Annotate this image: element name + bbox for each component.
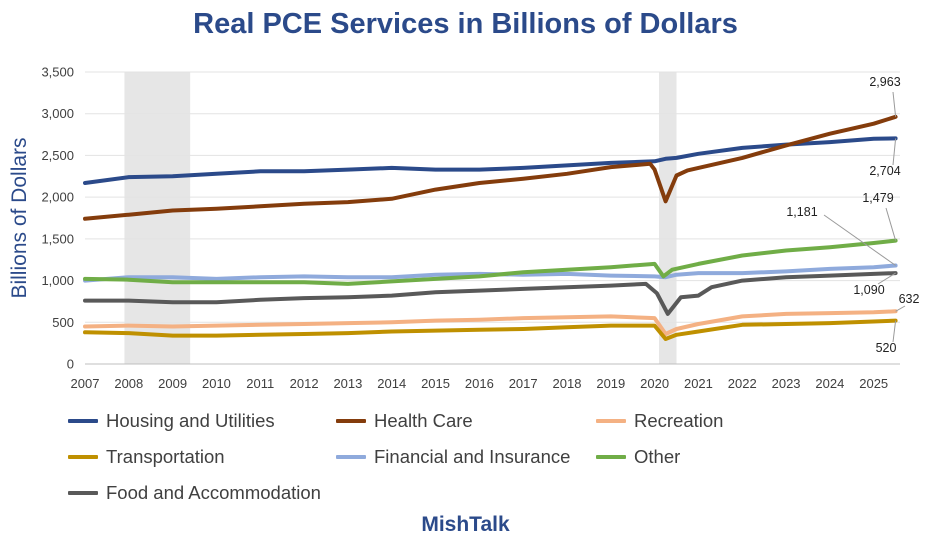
legend-item: Recreation — [596, 410, 723, 432]
series-line-food-and-accommodation — [83, 271, 898, 316]
y-tick-label: 1,000 — [41, 273, 74, 288]
x-tick-label: 2018 — [553, 376, 582, 391]
y-tick-label: 2,500 — [41, 148, 74, 163]
data-label-end: 1,090 — [853, 283, 884, 297]
series-line-health-care — [83, 114, 898, 221]
legend-swatch — [336, 455, 366, 459]
recession-band-0 — [124, 72, 191, 364]
series-line-financial-and-insurance — [83, 263, 898, 283]
x-tick-label: 2008 — [114, 376, 143, 391]
brand-label: MishTalk — [421, 513, 510, 536]
x-tick-label: 2017 — [509, 376, 538, 391]
legend-label: Other — [634, 446, 681, 467]
legend-item: Health Care — [336, 410, 473, 432]
series-line-housing-and-utilities — [83, 136, 898, 185]
legend-swatch — [596, 455, 626, 459]
x-tick-label: 2009 — [158, 376, 187, 391]
data-label-end: 520 — [876, 341, 897, 355]
legend-label: Food and Accommodation — [106, 482, 321, 503]
x-tick-label: 2010 — [202, 376, 231, 391]
x-tick-label: 2023 — [772, 376, 801, 391]
x-tick-label: 2020 — [640, 376, 669, 391]
x-tick-label: 2014 — [377, 376, 406, 391]
data-label-leader — [877, 272, 896, 285]
x-tick-label: 2024 — [815, 376, 844, 391]
data-label-leader — [823, 214, 896, 266]
data-label-end: 1,181 — [786, 205, 817, 219]
y-tick-label: 0 — [67, 357, 74, 372]
y-tick-label: 3,500 — [41, 65, 74, 80]
legend-swatch — [596, 419, 626, 423]
legend-label: Health Care — [374, 410, 473, 431]
data-label-leader — [895, 305, 906, 312]
y-tick-label: 1,500 — [41, 231, 74, 246]
data-label-leader — [892, 320, 897, 343]
data-label-end: 632 — [899, 292, 920, 306]
legend-label: Housing and Utilities — [106, 410, 275, 431]
x-tick-label: 2013 — [333, 376, 362, 391]
legend-item: Housing and Utilities — [68, 410, 275, 432]
legend-swatch — [68, 491, 98, 495]
x-tick-label: 2021 — [684, 376, 713, 391]
legend-label: Recreation — [634, 410, 724, 431]
x-tick-label: 2016 — [465, 376, 494, 391]
x-tick-label: 2007 — [71, 376, 100, 391]
data-label-end: 1,479 — [862, 191, 893, 205]
y-tick-label: 500 — [52, 315, 74, 330]
x-tick-label: 2019 — [596, 376, 625, 391]
legend-item: Food and Accommodation — [68, 482, 321, 504]
legend-item: Transportation — [68, 446, 225, 468]
series-line-recreation — [83, 309, 898, 336]
legend-label: Financial and Insurance — [374, 446, 571, 467]
chart-plot: 0 500 1,000 1,500 2,000 2,500 3,000 3,500 2007 20… — [8, 65, 920, 392]
x-tick-label: 2022 — [728, 376, 757, 391]
y-axis-label: Billions of Dollars — [8, 137, 31, 298]
x-tick-label: 2011 — [246, 376, 274, 391]
x-tick-label: 2025 — [859, 376, 888, 391]
data-label-leader — [885, 207, 897, 241]
legend-swatch — [68, 419, 98, 423]
x-tick-label: 2012 — [290, 376, 319, 391]
legend-item: Other — [596, 446, 680, 468]
y-tick-label: 3,000 — [41, 106, 74, 121]
y-tick-label: 2,000 — [41, 190, 74, 205]
data-label-leader — [892, 91, 897, 117]
legend-item: Financial and Insurance — [336, 446, 570, 468]
series-line-transportation — [83, 318, 898, 341]
data-label-end: 2,963 — [869, 75, 900, 89]
recession-band-1 — [659, 72, 677, 364]
legend-swatch — [336, 419, 366, 423]
data-label-leader — [892, 138, 897, 166]
data-label-end: 2,704 — [869, 164, 900, 178]
chart-title: Real PCE Services in Billions of Dollars — [193, 8, 738, 40]
x-tick-label: 2015 — [421, 376, 450, 391]
legend-swatch — [68, 455, 98, 459]
legend-label: Transportation — [106, 446, 225, 467]
series-line-other — [83, 238, 898, 286]
